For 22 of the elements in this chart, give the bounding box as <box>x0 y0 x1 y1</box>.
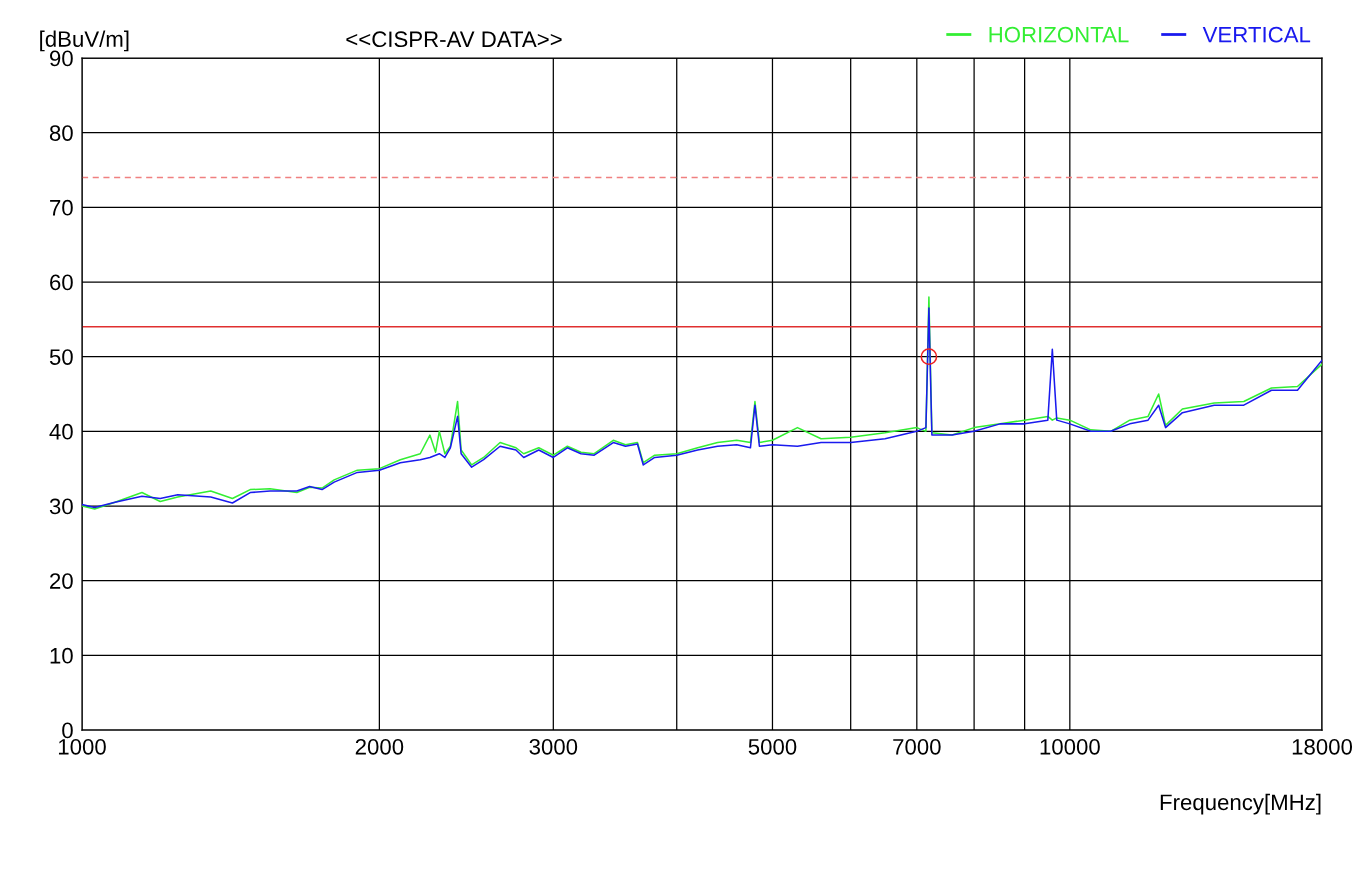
x-tick-label: 7000 <box>893 738 941 755</box>
x-tick-label: 18000 <box>1292 738 1353 755</box>
legend-label: HORIZONTAL <box>989 26 1129 43</box>
y-tick-label: 0 <box>62 722 73 739</box>
x-axis-title: Frequency[MHz] <box>1160 793 1321 815</box>
x-tick-label: 10000 <box>1040 738 1100 755</box>
x-tick-label: 3000 <box>529 738 578 755</box>
chart-title: <<CISPR-AV DATA>> <box>346 31 562 48</box>
x-tick-label: 2000 <box>355 738 404 755</box>
y-axis-title: [dBuV/m] <box>40 30 129 52</box>
y-tick-label: 90 <box>49 50 73 67</box>
x-tick-label: 5000 <box>748 738 797 755</box>
y-tick-label: 10 <box>50 647 73 664</box>
y-tick-label: 40 <box>49 423 73 440</box>
y-tick-label: 60 <box>50 274 73 291</box>
y-tick-label: 20 <box>50 573 73 589</box>
y-tick-label: 30 <box>49 498 73 515</box>
y-tick-label: 50 <box>49 349 73 365</box>
x-tick-label: 1000 <box>58 738 106 755</box>
y-tick-label: 80 <box>49 125 73 141</box>
y-tick-label: 70 <box>50 199 73 216</box>
legend-label: VERTICAL <box>1202 26 1311 43</box>
